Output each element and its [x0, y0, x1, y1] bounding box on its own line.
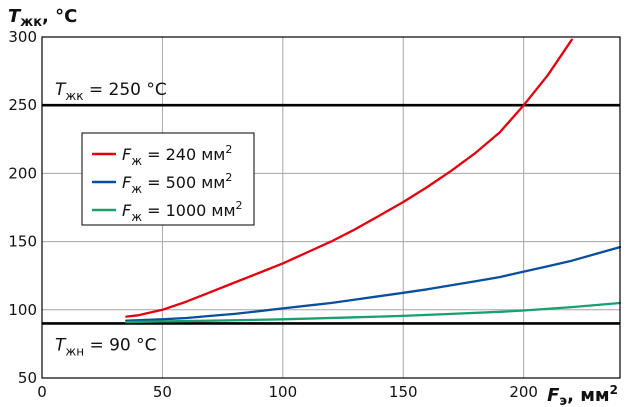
x-axis-superscript: 2 [610, 383, 618, 397]
legend-label: Fж = 240 мм2 [122, 143, 232, 168]
x-tick-label: 150 [389, 383, 418, 401]
series-line [125, 301, 622, 324]
legend-box [81, 132, 255, 226]
reference-lines: Tжк = 250 °C Tжн = 90 °C [42, 80, 620, 358]
legend-label: Fж = 1000 мм2 [122, 199, 243, 224]
legend: Fж = 240 мм2 Fж = 500 мм2 Fж = 1000 мм2 [81, 132, 255, 226]
y-tick-label: 200 [8, 164, 37, 182]
y-axis-unit: , °C [42, 6, 77, 27]
series-lines [125, 38, 622, 324]
y-tick-label: 50 [18, 369, 37, 387]
plot-frame [41, 36, 621, 379]
series-line [125, 38, 573, 318]
y-tick-label: 100 [8, 301, 37, 319]
reference-line-label: Tжн = 90 °C [55, 335, 157, 358]
x-tick-label: 100 [269, 383, 298, 401]
x-axis-symbol: F [547, 385, 560, 406]
y-tick-label: 300 [8, 28, 37, 46]
x-tick-label: 0 [37, 383, 47, 401]
y-tick-label: 150 [8, 233, 37, 251]
x-tick-label: 50 [153, 383, 172, 401]
legend-label: Fж = 500 мм2 [122, 171, 232, 196]
x-axis-title: Fэ, мм2 [547, 383, 618, 407]
x-tick-label: 200 [509, 383, 538, 401]
y-axis-title: Tжк, °C [8, 6, 77, 30]
y-tick-label: 250 [8, 96, 37, 114]
series-line [125, 245, 622, 322]
y-axis-symbol: T [8, 6, 22, 27]
x-axis-subscript: э [559, 394, 567, 407]
x-axis-unit: , мм [567, 385, 610, 406]
reference-line-label: Tжк = 250 °C [55, 80, 167, 103]
y-axis-subscript: жк [20, 15, 42, 30]
